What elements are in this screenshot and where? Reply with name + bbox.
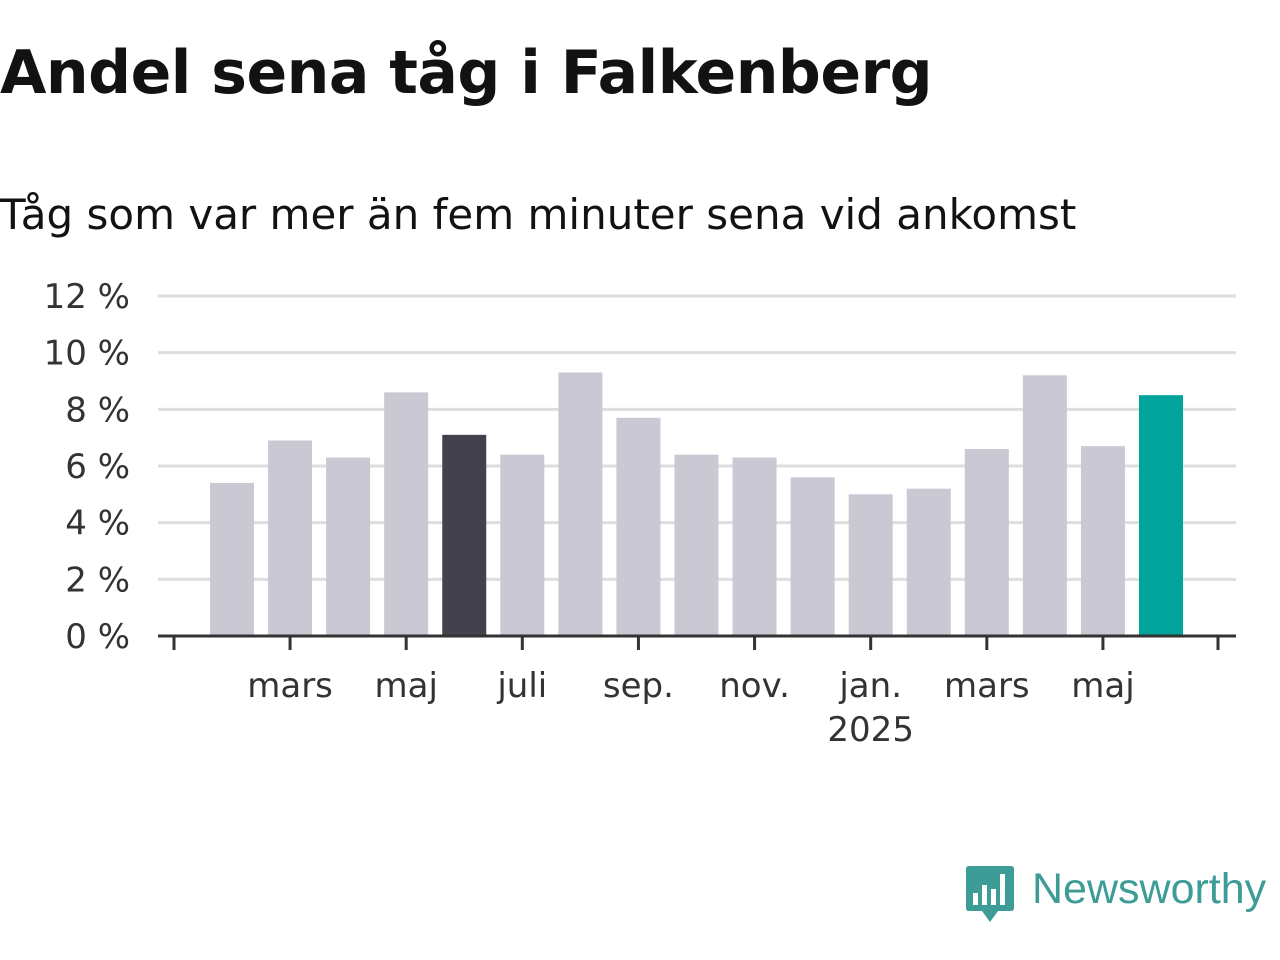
x-tick-label: juli: [496, 666, 547, 706]
bar: [1139, 395, 1183, 636]
x-tick-label: sep.: [603, 666, 674, 706]
newsworthy-logo-text: Newsworthy: [1032, 865, 1267, 913]
y-tick-label: 12 %: [44, 277, 130, 317]
x-tick-label: jan.: [838, 666, 902, 706]
y-tick-label: 8 %: [65, 390, 130, 430]
bar: [674, 454, 719, 636]
x-tick-year-label: 2025: [827, 710, 914, 750]
bar: [906, 488, 951, 636]
bar: [500, 454, 545, 636]
bar: [268, 440, 313, 636]
newsworthy-logo-icon: [966, 866, 1014, 922]
y-tick-label: 4 %: [65, 504, 130, 544]
bar: [326, 457, 371, 636]
chart-title: Andel sena tåg i Falkenberg: [0, 38, 933, 108]
bar: [1080, 446, 1125, 636]
x-tick-label: mars: [247, 666, 333, 706]
y-tick-label: 6 %: [65, 447, 130, 487]
x-tick-label: mars: [944, 666, 1030, 706]
x-tick-label: maj: [1071, 666, 1134, 706]
bar: [616, 417, 661, 636]
bar: [1022, 375, 1067, 636]
newsworthy-logo[interactable]: Newsworthy: [964, 864, 1266, 926]
y-tick-label: 10 %: [44, 334, 130, 374]
y-axis-tick-labels: 0 % 2 % 4 % 6 % 8 % 10 % 12 %: [44, 277, 130, 657]
y-tick-label: 2 %: [65, 560, 130, 600]
y-tick-label: 0 %: [65, 617, 130, 657]
x-tick-label: nov.: [719, 666, 790, 706]
bar: [384, 392, 429, 636]
bar: [210, 483, 254, 636]
bar: [558, 372, 603, 636]
x-axis-tick-labels: mars maj juli sep. nov. jan.2025 mars maj: [247, 666, 1134, 750]
bar: [848, 494, 893, 636]
x-axis: [158, 634, 1236, 650]
x-tick-label: maj: [374, 666, 437, 706]
bar: [732, 457, 777, 636]
bar: [790, 477, 835, 636]
chart-subtitle: Tåg som var mer än fem minuter sena vid …: [0, 190, 1077, 239]
bars: [210, 372, 1183, 636]
bar: [442, 434, 487, 636]
bar: [964, 449, 1009, 636]
